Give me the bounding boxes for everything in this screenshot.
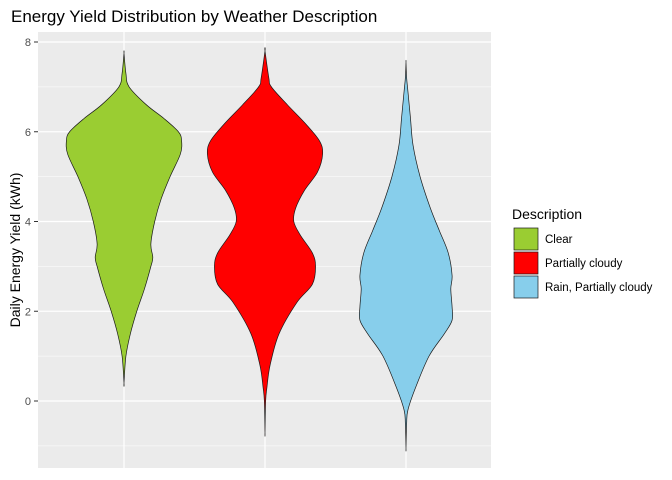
violin-rain-partially-cloudy bbox=[358, 59, 454, 452]
y-axis-ticks: 0 2 4 6 8 bbox=[25, 37, 38, 408]
legend-swatch bbox=[513, 275, 539, 299]
violin-partially-cloudy bbox=[206, 47, 324, 437]
y-tick-label: 0 bbox=[25, 396, 31, 408]
violins bbox=[65, 47, 454, 452]
legend-label: Rain, Partially cloudy bbox=[545, 282, 653, 294]
violin-clear bbox=[65, 50, 183, 387]
legend-label: Partially cloudy bbox=[545, 258, 623, 270]
y-tick-label: 6 bbox=[25, 127, 31, 139]
legend-label: Clear bbox=[545, 234, 573, 246]
legend-swatch bbox=[513, 251, 539, 275]
y-axis-title: Daily Energy Yield (kWh) bbox=[7, 173, 23, 328]
y-tick-label: 4 bbox=[25, 217, 31, 229]
chart-title: Energy Yield Distribution by Weather Des… bbox=[11, 7, 377, 26]
legend-swatch bbox=[513, 227, 539, 251]
y-tick-label: 2 bbox=[25, 306, 31, 318]
y-tick-label: 8 bbox=[25, 37, 31, 49]
legend-title: Description bbox=[512, 206, 582, 222]
legend: Clear Partially cloudy Rain, Partially clo… bbox=[513, 227, 653, 299]
